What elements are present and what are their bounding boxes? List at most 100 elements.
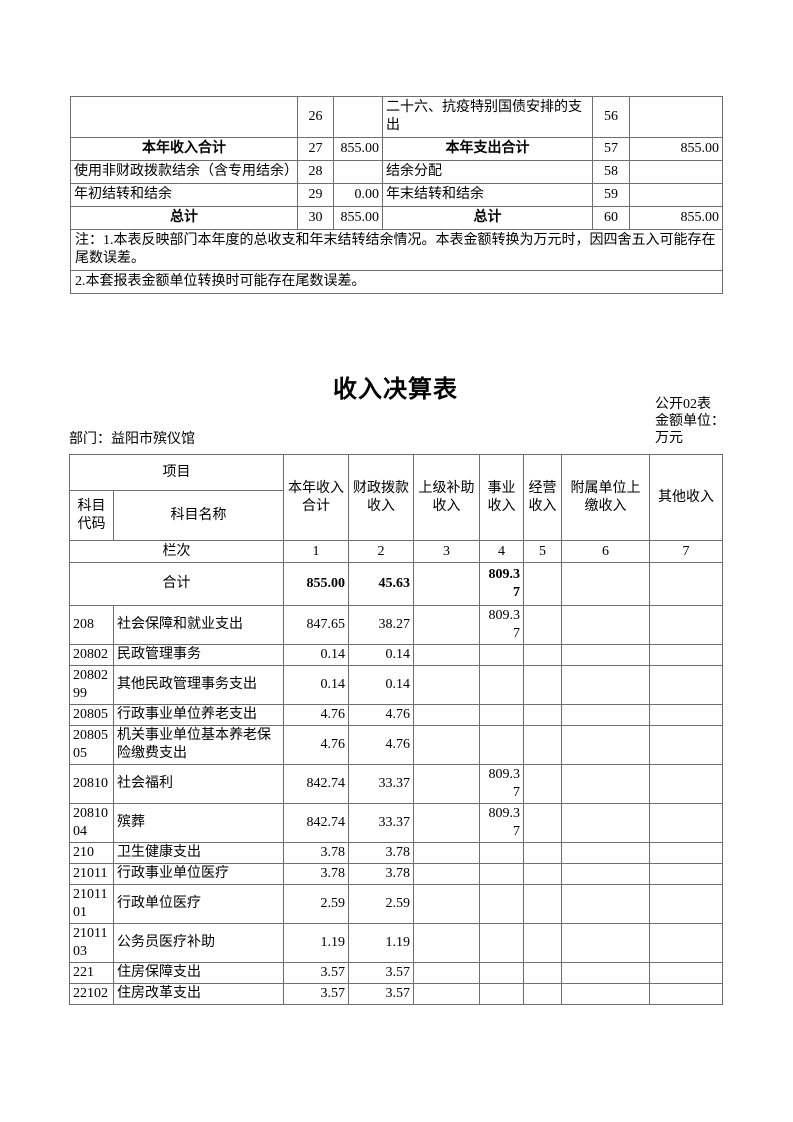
subject-code: 20810 [69, 764, 114, 804]
income-total-row: 合计 855.00 45.63 809.37 [69, 562, 723, 606]
income-value-2: 2.59 [348, 884, 414, 924]
col-header-operating-income: 经营收入 [523, 454, 562, 541]
income-row-221: 221 住房保障支出 3.57 3.57 [69, 962, 723, 984]
colnum-1: 1 [283, 540, 349, 563]
summary-left-label: 年初结转和结余 [70, 183, 298, 207]
subject-name: 住房改革支出 [113, 983, 284, 1005]
income-value-7 [649, 842, 723, 864]
column-number-row: 栏次 1 2 3 4 5 6 7 [69, 540, 723, 563]
col-header-total-income: 本年收入合计 [283, 454, 349, 541]
income-header-row-2: 科目代码 科目名称 [69, 490, 723, 541]
unit-label: 金额单位： [655, 414, 725, 429]
income-value-4 [479, 644, 524, 666]
subject-code: 208 [69, 605, 114, 645]
income-value-3 [413, 842, 480, 864]
income-value-2: 0.14 [348, 644, 414, 666]
income-value-4 [479, 962, 524, 984]
summary-left-label: 使用非财政拨款结余（含专用结余） [70, 160, 298, 184]
income-value-3 [413, 704, 480, 726]
summary-left-amount [333, 160, 383, 184]
income-value-4: 809.37 [479, 803, 524, 843]
income-value-5 [523, 884, 562, 924]
income-row-2081004: 2081004 殡葬 842.74 33.37 809.37 [69, 803, 723, 843]
col-header-fiscal-appropriation-income: 财政拨款收入 [348, 454, 414, 541]
summary-row-2: 本年收入合计 27 855.00 本年支出合计 57 855.00 [70, 137, 723, 161]
income-value-1: 2.59 [283, 884, 349, 924]
col-header-other-income: 其他收入 [649, 454, 723, 541]
subject-code: 221 [69, 962, 114, 984]
income-value-4 [479, 863, 524, 885]
income-value-6 [561, 644, 650, 666]
income-value-7 [649, 665, 723, 705]
income-value-7 [649, 884, 723, 924]
subject-name: 行政事业单位养老支出 [113, 704, 284, 726]
income-value-6 [561, 884, 650, 924]
income-row-20805: 20805 行政事业单位养老支出 4.76 4.76 [69, 704, 723, 726]
income-value-1: 3.57 [283, 962, 349, 984]
income-value-6 [561, 962, 650, 984]
income-row-20810: 20810 社会福利 842.74 33.37 809.37 [69, 764, 723, 804]
income-value-7 [649, 644, 723, 666]
income-value-4 [479, 704, 524, 726]
subject-name: 公务员医疗补助 [113, 923, 284, 963]
income-value-6 [561, 863, 650, 885]
income-value-4 [479, 983, 524, 1005]
income-header-row-1: 项目 本年收入合计 财政拨款收入 上级补助收入 事业收入 经营收入 附属单位上缴… [69, 454, 723, 541]
income-value-6 [561, 923, 650, 963]
colnum-6: 6 [561, 540, 650, 563]
income-value-1: 0.14 [283, 665, 349, 705]
income-value-7 [649, 605, 723, 645]
income-value-2: 38.27 [348, 605, 414, 645]
subject-name: 其他民政管理事务支出 [113, 665, 284, 705]
income-value-3 [413, 863, 480, 885]
subject-code: 2080299 [69, 665, 114, 705]
income-value-5 [523, 923, 562, 963]
header-project: 项目 [69, 454, 284, 491]
summary-right-label: 年末结转和结余 [382, 183, 593, 207]
summary-left-rownum: 26 [297, 96, 334, 138]
income-total-value-5 [523, 562, 562, 606]
subject-code: 2081004 [69, 803, 114, 843]
income-value-6 [561, 842, 650, 864]
col-header-business-income: 事业收入 [479, 454, 524, 541]
subject-name: 卫生健康支出 [113, 842, 284, 864]
income-value-2: 0.14 [348, 665, 414, 705]
summary-right-amount: 855.00 [629, 206, 723, 230]
income-value-4 [479, 923, 524, 963]
income-value-3 [413, 803, 480, 843]
income-total-value-3 [413, 562, 480, 606]
subject-code: 22102 [69, 983, 114, 1005]
income-value-4: 809.37 [479, 605, 524, 645]
income-row-22102: 22102 住房改革支出 3.57 3.57 [69, 983, 723, 1005]
summary-right-rownum: 59 [592, 183, 630, 207]
income-value-4 [479, 665, 524, 705]
summary-right-rownum: 57 [592, 137, 630, 161]
subject-name: 机关事业单位基本养老保险缴费支出 [113, 725, 284, 765]
income-value-2: 3.78 [348, 842, 414, 864]
income-value-5 [523, 704, 562, 726]
summary-note-1: 注：1.本表反映部门本年度的总收支和年末结转结余情况。本表金额转换为万元时，因四… [70, 229, 723, 271]
income-row-20802: 20802 民政管理事务 0.14 0.14 [69, 644, 723, 666]
summary-left-amount: 855.00 [333, 137, 383, 161]
summary-row-1: 26 二十六、抗疫特别国债安排的支出 56 [70, 96, 723, 138]
table-code: 公开02表 [655, 397, 711, 412]
income-value-1: 4.76 [283, 704, 349, 726]
income-value-3 [413, 962, 480, 984]
subject-code: 20805 [69, 704, 114, 726]
summary-right-amount: 855.00 [629, 137, 723, 161]
colnum-4: 4 [479, 540, 524, 563]
income-value-7 [649, 923, 723, 963]
summary-left-rownum: 30 [297, 206, 334, 230]
income-row-2101101: 2101101 行政单位医疗 2.59 2.59 [69, 884, 723, 924]
subject-code: 2101101 [69, 884, 114, 924]
income-row-208: 208 社会保障和就业支出 847.65 38.27 809.37 [69, 605, 723, 645]
income-value-3 [413, 665, 480, 705]
income-value-7 [649, 962, 723, 984]
income-value-3 [413, 923, 480, 963]
income-value-5 [523, 725, 562, 765]
summary-note-row-2: 2.本套报表金额单位转换时可能存在尾数误差。 [70, 270, 723, 294]
income-total-value-7 [649, 562, 723, 606]
income-table: 项目 本年收入合计 财政拨款收入 上级补助收入 事业收入 经营收入 附属单位上缴… [69, 454, 723, 1005]
income-row-2080505: 2080505 机关事业单位基本养老保险缴费支出 4.76 4.76 [69, 725, 723, 765]
